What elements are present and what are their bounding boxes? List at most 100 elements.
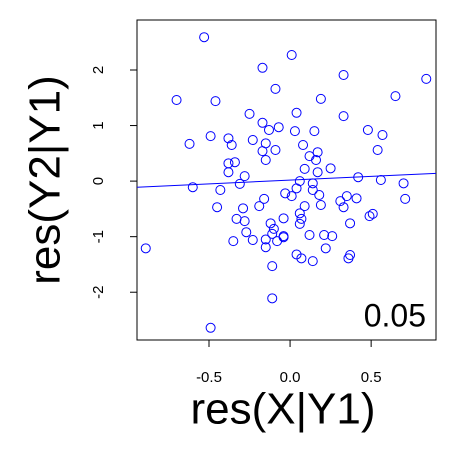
y-tick-label: 0 [90, 177, 107, 185]
point [314, 190, 325, 200]
point [267, 228, 278, 239]
x-axis-label: res(X|Y1) [190, 385, 375, 434]
point [351, 193, 362, 204]
point [315, 93, 326, 104]
point [215, 185, 226, 195]
y-tick-label: -2 [90, 286, 107, 299]
point [234, 178, 245, 189]
point [260, 234, 271, 245]
point [270, 145, 281, 155]
point [140, 243, 151, 254]
point [312, 147, 323, 158]
point [398, 178, 409, 189]
point [280, 188, 291, 199]
point [335, 196, 346, 207]
point [343, 253, 354, 264]
point [212, 202, 223, 213]
point [312, 167, 323, 178]
point [311, 155, 322, 165]
point [291, 183, 302, 194]
point [362, 125, 373, 135]
point [228, 236, 239, 247]
point [377, 130, 388, 140]
x-tick-label: -0.5 [196, 369, 222, 386]
x-tick-label: 0.0 [280, 369, 301, 386]
point [260, 242, 271, 253]
point [229, 157, 240, 168]
point [254, 201, 265, 212]
point [205, 322, 216, 333]
point [304, 151, 315, 162]
point [239, 216, 250, 227]
point [278, 213, 289, 224]
point [309, 126, 320, 137]
point [247, 135, 258, 145]
point [231, 213, 242, 224]
point [187, 182, 198, 193]
point [367, 208, 378, 219]
point [319, 230, 330, 240]
point [298, 140, 309, 150]
point [338, 111, 349, 122]
point [375, 175, 386, 185]
point [238, 203, 249, 214]
point [263, 125, 274, 135]
fit-line [136, 172, 437, 188]
point [421, 73, 432, 84]
point [210, 96, 221, 107]
point [259, 193, 270, 204]
point [267, 293, 278, 304]
point [244, 108, 255, 119]
point [199, 32, 210, 43]
point [307, 178, 318, 189]
point [390, 91, 401, 102]
point [296, 213, 307, 224]
point [268, 223, 279, 234]
point [223, 167, 234, 178]
point [364, 211, 375, 222]
point [338, 202, 349, 213]
point [294, 218, 305, 229]
point [184, 138, 195, 149]
point [223, 133, 234, 144]
point [338, 70, 349, 80]
point [171, 95, 182, 105]
point [260, 155, 271, 165]
point [327, 231, 338, 242]
point [273, 122, 284, 133]
plot-box [136, 19, 437, 341]
point [307, 185, 318, 195]
point [257, 117, 268, 128]
point [241, 227, 252, 238]
point [265, 218, 276, 229]
point [289, 126, 300, 137]
y-tick-label: 1 [90, 121, 107, 129]
y-axis-label: res(Y2|Y1) [21, 75, 70, 285]
point [304, 230, 315, 240]
point [299, 163, 310, 174]
point [299, 201, 310, 212]
point [257, 62, 268, 73]
point [223, 158, 234, 169]
point [239, 171, 250, 182]
y-tick-label: -1 [90, 230, 107, 243]
point [400, 193, 411, 204]
point [205, 131, 216, 142]
point [247, 235, 258, 245]
point [286, 50, 297, 60]
point [345, 218, 356, 229]
point [294, 208, 305, 219]
point [353, 172, 364, 183]
point [257, 146, 268, 157]
x-tick-label: 0.5 [361, 369, 382, 386]
annotation: 0.05 [364, 297, 426, 333]
point [270, 83, 281, 94]
point [226, 140, 237, 150]
point [296, 253, 307, 264]
point [315, 200, 326, 210]
point [291, 107, 302, 118]
point [320, 243, 331, 254]
point [307, 256, 318, 267]
point [372, 145, 383, 155]
